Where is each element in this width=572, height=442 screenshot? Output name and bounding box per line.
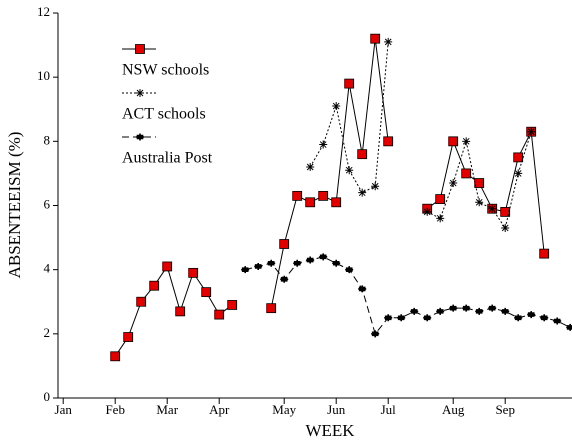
y-tick-label: 2 (44, 325, 51, 340)
x-tick-label: Apr (209, 402, 230, 417)
y-axis-label: ABSENTEEISM (%) (5, 132, 24, 279)
marker (513, 152, 524, 163)
legend-label: NSW schools (122, 62, 209, 79)
marker (384, 37, 393, 46)
marker (423, 314, 432, 322)
y-tick-label: 8 (44, 132, 51, 147)
marker (267, 259, 276, 267)
y-tick-label: 10 (37, 68, 50, 83)
marker (136, 296, 147, 307)
x-tick-label: Feb (105, 402, 125, 417)
marker (357, 149, 368, 160)
marker (214, 309, 225, 320)
marker (345, 166, 354, 175)
x-tick-label: Jul (381, 402, 397, 417)
marker (436, 307, 445, 315)
marker (175, 306, 186, 317)
marker (227, 300, 238, 310)
marker (110, 351, 121, 362)
marker (500, 207, 511, 217)
marker (306, 163, 315, 171)
marker (371, 330, 380, 338)
marker (527, 127, 536, 136)
y-tick-label: 0 (44, 389, 51, 404)
marker (410, 307, 419, 315)
marker (566, 323, 572, 331)
marker (436, 214, 445, 223)
marker (449, 304, 458, 312)
legend-marker (136, 89, 144, 97)
marker (292, 190, 303, 201)
x-tick-label: Mar (156, 402, 178, 417)
marker (514, 169, 523, 178)
marker (280, 275, 289, 283)
marker (188, 267, 199, 278)
marker (332, 102, 341, 111)
marker (397, 314, 406, 322)
marker (266, 303, 277, 314)
marker (306, 256, 315, 264)
marker (514, 314, 523, 322)
marker (370, 33, 381, 44)
marker (162, 261, 173, 272)
marker (488, 204, 497, 213)
marker (201, 287, 212, 298)
series-line (245, 256, 571, 335)
marker (254, 262, 263, 270)
x-tick-label: Aug (442, 402, 465, 417)
marker (279, 239, 290, 249)
marker (384, 314, 393, 322)
marker (488, 304, 497, 312)
marker (448, 136, 459, 147)
marker (241, 266, 250, 274)
marker (149, 280, 160, 291)
x-tick-label: Sep (495, 402, 515, 417)
marker (475, 307, 484, 315)
x-tick-label: Jun (327, 402, 346, 417)
marker (332, 259, 341, 267)
marker (318, 190, 329, 201)
marker (345, 266, 354, 274)
marker (331, 197, 342, 208)
x-tick-label: Jan (55, 402, 73, 417)
marker (501, 307, 510, 315)
legend-marker (135, 44, 145, 54)
y-tick-label: 6 (44, 196, 51, 211)
marker (527, 311, 536, 319)
series-line (114, 38, 545, 357)
marker (344, 78, 355, 89)
marker (319, 253, 328, 261)
marker (553, 317, 562, 325)
marker (539, 248, 550, 259)
legend-label: ACT schools (122, 106, 206, 123)
y-tick-label: 4 (44, 261, 51, 276)
marker (435, 194, 446, 204)
marker (501, 223, 510, 232)
y-tick-label: 12 (37, 4, 50, 19)
marker (371, 182, 380, 191)
marker (358, 285, 367, 293)
marker (123, 332, 134, 342)
marker (462, 304, 471, 312)
marker (462, 137, 471, 146)
marker (423, 207, 432, 216)
marker (293, 259, 302, 267)
marker (449, 179, 458, 188)
marker (383, 136, 394, 147)
marker (474, 178, 485, 188)
marker (319, 140, 328, 149)
x-axis-label: WEEK (305, 421, 355, 440)
marker (461, 168, 472, 179)
marker (305, 197, 316, 208)
marker (540, 314, 549, 322)
marker (358, 188, 367, 197)
x-tick-label: May (272, 402, 296, 417)
legend-label: Australia Post (122, 150, 213, 167)
marker (475, 198, 484, 207)
legend-marker (136, 133, 144, 141)
